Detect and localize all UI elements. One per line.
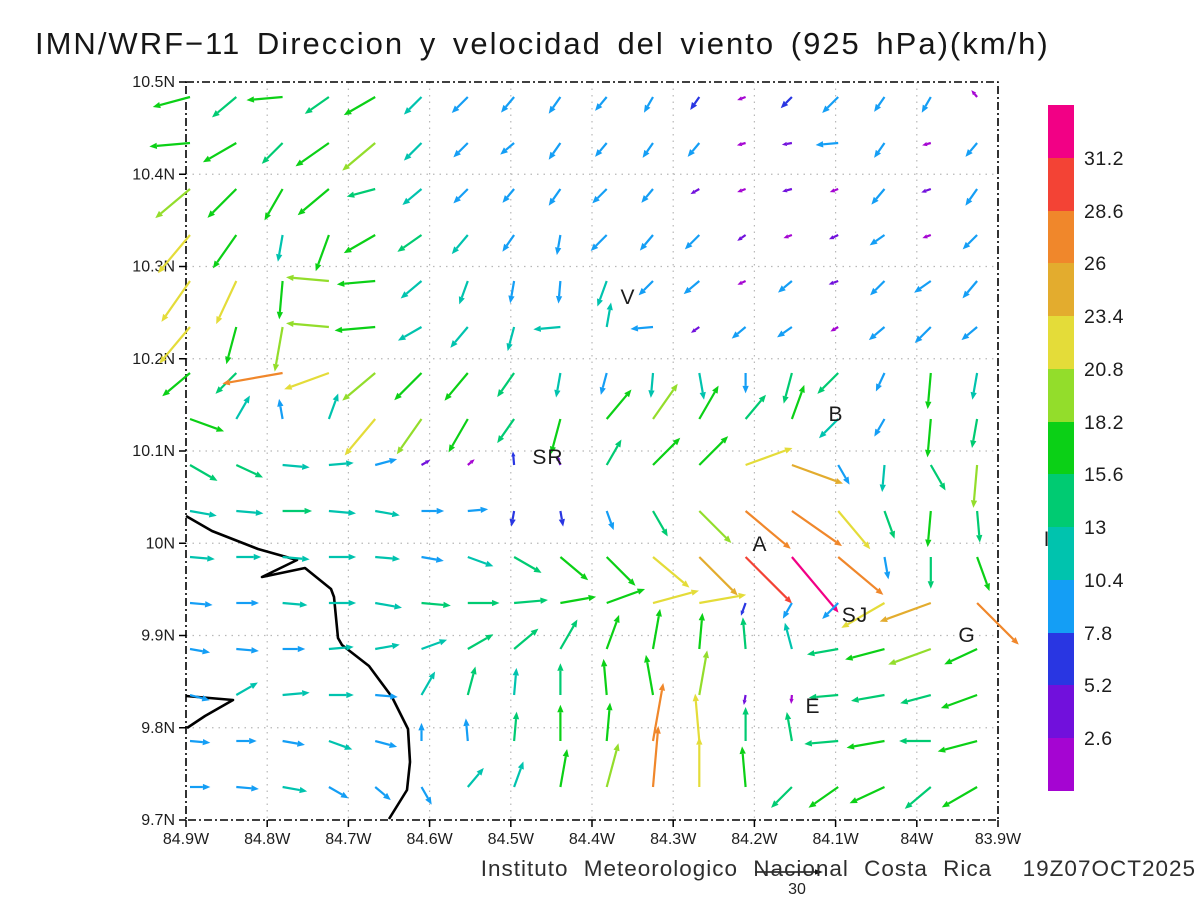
colorbar-tick-label: 5.2: [1084, 675, 1113, 698]
colorbar-segment: [1048, 527, 1074, 581]
station-label-sr: SR: [532, 446, 563, 469]
reference-arrow: 30: [755, 869, 823, 898]
y-tick-label: 9.7N: [141, 812, 175, 829]
x-tick-label: 84.8W: [244, 831, 291, 848]
colorbar-segment: [1048, 263, 1074, 317]
y-tick-label: 10.1N: [132, 443, 175, 460]
colorbar-segment: [1048, 105, 1074, 159]
coastline: [185, 514, 412, 820]
x-tick-label: 84.7W: [325, 831, 372, 848]
station-label-i: I: [1044, 528, 1051, 551]
footer-caption: Instituto Meteorologico Nacional Costa R…: [480, 856, 1196, 881]
station-label-a: A: [752, 533, 767, 556]
colorbar-tick-label: 23.4: [1084, 306, 1124, 329]
y-tick-label: 10.5N: [132, 74, 175, 91]
station-label-sj: SJ: [842, 604, 869, 627]
y-tick-label: 10N: [146, 535, 175, 552]
x-tick-label: 84.4W: [569, 831, 616, 848]
station-label-e: E: [805, 695, 820, 718]
colorbar-segment: [1048, 685, 1074, 739]
colorbar-tick-label: 2.6: [1084, 728, 1113, 751]
x-tick-label: 84.9W: [163, 831, 210, 848]
colorbar-segment: [1048, 421, 1074, 475]
colorbar-segment: [1048, 738, 1074, 792]
station-labels: V B SR A SJ G E I: [532, 286, 1051, 718]
colorbar-segment: [1048, 210, 1074, 264]
station-label-g: G: [958, 624, 975, 647]
y-tick-label: 9.8N: [141, 720, 175, 737]
colorbar-tick-label: 18.2: [1084, 411, 1124, 434]
y-tick-label: 9.9N: [141, 628, 175, 645]
colorbar-segment: [1048, 316, 1074, 370]
axes-frame: 84.9W 84.8W 84.7W 84.6W 84.5W 84.4W 84.3W 84.2W…: [132, 74, 1022, 848]
colorbar-segment: [1048, 368, 1074, 423]
x-tick-label: 84.1W: [812, 831, 859, 848]
x-tick-label: 84.2W: [731, 831, 778, 848]
colorbar-tick-label: 26: [1084, 253, 1107, 276]
station-label-v: V: [620, 286, 635, 309]
wind-arrows: [149, 90, 1019, 809]
colorbar-segment: [1048, 632, 1074, 686]
colorbar-tick-label: 28.6: [1084, 200, 1124, 223]
colorbar-segment: [1048, 579, 1074, 634]
x-tick-label: 84W: [900, 831, 934, 848]
colorbar-tick-label: 10.4: [1084, 569, 1124, 592]
grid-lines: [186, 82, 998, 820]
y-tick-label: 10.2N: [132, 351, 175, 368]
chart-title: IMN/WRF−11 Direccion y velocidad del vie…: [35, 26, 1050, 61]
x-tick-label: 84.6W: [406, 831, 453, 848]
x-tick-label: 83.9W: [975, 831, 1022, 848]
colorbar-segment: [1048, 474, 1074, 528]
x-tick-label: 84.5W: [488, 831, 535, 848]
colorbar-tick-label: 7.8: [1084, 622, 1113, 645]
colorbar-tick-label: 20.8: [1084, 358, 1124, 381]
colorbar-tick-label: 13: [1084, 517, 1107, 540]
colorbar-tick-label: 15.6: [1084, 464, 1124, 487]
y-tick-label: 10.4N: [132, 166, 175, 183]
reference-arrow-value: 30: [788, 881, 806, 898]
colorbar-tick-label: 31.2: [1084, 147, 1124, 170]
x-tick-label: 84.3W: [650, 831, 697, 848]
colorbar-segment: [1048, 157, 1074, 212]
y-tick-label: 10.3N: [132, 259, 175, 276]
speed-colorbar: [1048, 105, 1074, 792]
station-label-b: B: [828, 403, 843, 426]
